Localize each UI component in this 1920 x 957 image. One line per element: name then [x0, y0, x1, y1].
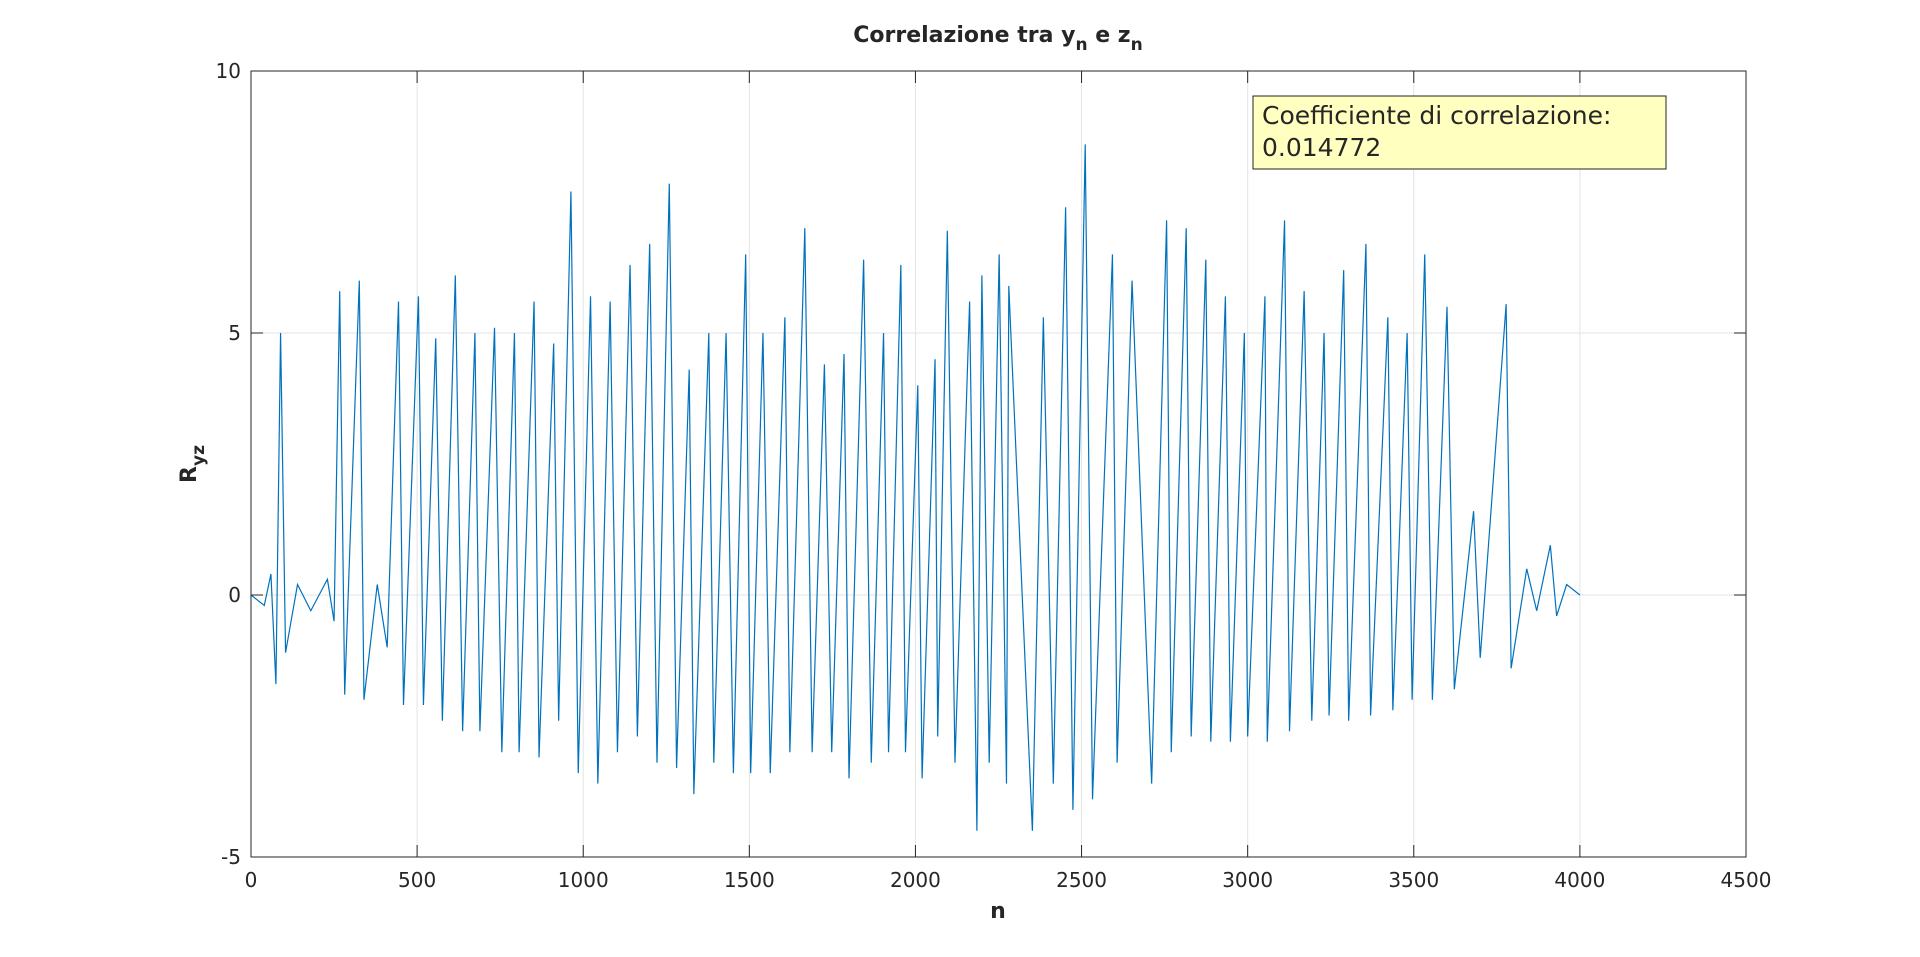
x-tick-label: 500: [398, 868, 436, 892]
x-tick-label: 1000: [558, 868, 609, 892]
y-tick-label: 10: [216, 59, 241, 83]
y-tick-label: -5: [221, 845, 241, 869]
x-tick-label: 2500: [1056, 868, 1107, 892]
annotation-text: Coefficiente di correlazione:: [1262, 101, 1611, 130]
y-label-subscript: yz: [189, 445, 209, 466]
title-subscript: n: [1075, 35, 1087, 55]
x-tick-label: 3500: [1388, 868, 1439, 892]
x-tick-label: 1500: [724, 868, 775, 892]
plot-frame: [250, 70, 1747, 858]
x-tick-label: 0: [245, 868, 258, 892]
data-line: [250, 144, 1581, 831]
x-tick-label: 4000: [1554, 868, 1605, 892]
chart-title: Correlazione tra yn e zn: [853, 23, 1142, 55]
annotation-box: [1252, 95, 1667, 170]
title-subscript: n: [1131, 35, 1143, 55]
x-tick-label: 3000: [1222, 868, 1273, 892]
title-part: Correlazione tra y: [853, 23, 1075, 48]
y-tick-label: 0: [228, 583, 241, 607]
y-axis-label: Ryz: [177, 445, 209, 483]
x-tick-label: 2000: [890, 868, 941, 892]
x-axis-label: n: [990, 899, 1006, 924]
title-part: e z: [1088, 23, 1131, 48]
y-tick-label: 5: [228, 321, 241, 345]
annotation-text: 0.014772: [1262, 133, 1381, 162]
y-label-part: R: [177, 466, 202, 483]
x-tick-label: 4500: [1721, 868, 1772, 892]
